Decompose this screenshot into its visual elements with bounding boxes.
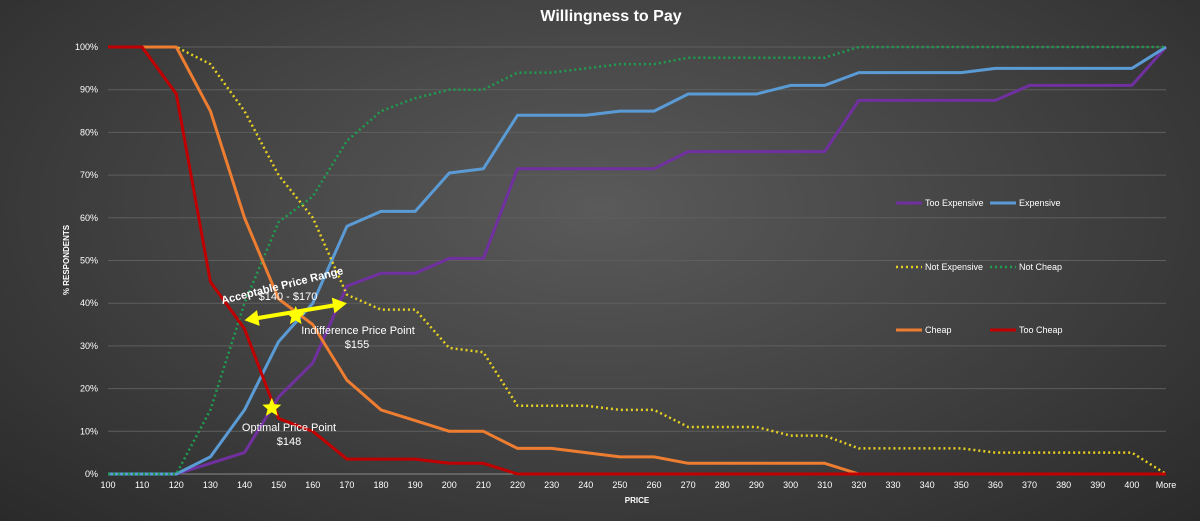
series-lines xyxy=(108,45,1168,476)
x-tick-label: 310 xyxy=(817,480,832,490)
y-tick-label: 90% xyxy=(80,85,98,95)
x-tick-label: 350 xyxy=(954,480,969,490)
x-tick-label: 400 xyxy=(1124,480,1139,490)
acceptable-range-value: $140 - $170 xyxy=(259,291,318,303)
optimal-star xyxy=(262,397,282,416)
x-tick-label: 320 xyxy=(851,480,866,490)
x-tick-label: 130 xyxy=(203,480,218,490)
x-tick-label: 390 xyxy=(1090,480,1105,490)
x-tick-label: 240 xyxy=(578,480,593,490)
legend-label: Too Expensive xyxy=(925,198,984,208)
series-line-too-cheap xyxy=(108,45,1166,476)
legend-label: Expensive xyxy=(1019,198,1061,208)
x-tick-label: 210 xyxy=(476,480,491,490)
y-tick-label: 70% xyxy=(80,170,98,180)
legend-label: Not Cheap xyxy=(1019,262,1062,272)
x-tick-label: 110 xyxy=(135,480,149,490)
x-tick-label: 260 xyxy=(647,480,662,490)
y-tick-label: 40% xyxy=(80,298,98,308)
series-line-expensive xyxy=(108,45,1167,476)
x-axis-ticks: 100 110 120 130 140 150 160 170 180 190 200 210 220 2… xyxy=(100,480,1176,490)
y-tick-label: 100% xyxy=(75,42,98,52)
x-tick-label: 160 xyxy=(305,480,320,490)
x-tick-label: 150 xyxy=(271,480,286,490)
x-tick-label: 330 xyxy=(885,480,900,490)
y-tick-label: 30% xyxy=(80,341,98,351)
x-tick-label: 380 xyxy=(1056,480,1071,490)
chart-title: Willingness to Pay xyxy=(540,8,681,25)
x-tick-label: 100 xyxy=(100,480,115,490)
legend-label: Not Expensive xyxy=(925,262,983,272)
y-tick-label: 10% xyxy=(80,426,98,436)
x-tick-label: 280 xyxy=(715,480,730,490)
x-tick-label: 120 xyxy=(169,480,184,490)
x-axis-title: PRICE xyxy=(625,496,650,505)
x-tick-label: 300 xyxy=(783,480,798,490)
indifference-star xyxy=(286,306,306,325)
y-tick-label: 80% xyxy=(80,127,98,137)
indifference-value: $155 xyxy=(345,339,369,351)
x-tick-label: 360 xyxy=(988,480,1003,490)
y-tick-label: 20% xyxy=(80,384,98,394)
legend: Too Expensive Expensive Not Expensive Not C… xyxy=(896,198,1063,335)
x-tick-label: 270 xyxy=(681,480,696,490)
optimal-value: $148 xyxy=(277,436,301,448)
x-tick-label: 340 xyxy=(920,480,935,490)
gridlines xyxy=(108,46,1166,475)
y-axis-ticks: 0% 10% 20% 30% 40% 50% 60% 70% 80% 90% 100% xyxy=(75,42,98,479)
x-tick-label: 290 xyxy=(749,480,764,490)
acceptable-range-arrow-head-right xyxy=(331,297,347,314)
indifference-label: Indifference Price Point xyxy=(301,325,415,337)
y-tick-label: 60% xyxy=(80,213,98,223)
y-tick-label: 50% xyxy=(80,256,98,266)
y-axis-title: % RESPONDENTS xyxy=(62,224,71,295)
series-line-not-expensive xyxy=(108,45,1167,476)
x-tick-label: 370 xyxy=(1022,480,1037,490)
acceptable-range-arrow-head-left xyxy=(244,310,260,326)
legend-label: Too Cheap xyxy=(1019,325,1063,335)
y-tick-label: 0% xyxy=(85,469,98,479)
x-tick-label: 220 xyxy=(510,480,525,490)
x-tick-label: 230 xyxy=(544,480,559,490)
x-tick-label: 140 xyxy=(237,480,252,490)
x-tick-label: 250 xyxy=(612,480,627,490)
legend-label: Cheap xyxy=(925,325,952,335)
x-tick-label: 180 xyxy=(374,480,389,490)
optimal-label: Optimal Price Point xyxy=(242,422,336,434)
x-tick-label: 170 xyxy=(339,480,354,490)
x-tick-label: 190 xyxy=(408,480,423,490)
series-line-too-expensive xyxy=(108,46,1168,476)
x-tick-label: 200 xyxy=(442,480,457,490)
x-tick-label: More xyxy=(1156,480,1177,490)
